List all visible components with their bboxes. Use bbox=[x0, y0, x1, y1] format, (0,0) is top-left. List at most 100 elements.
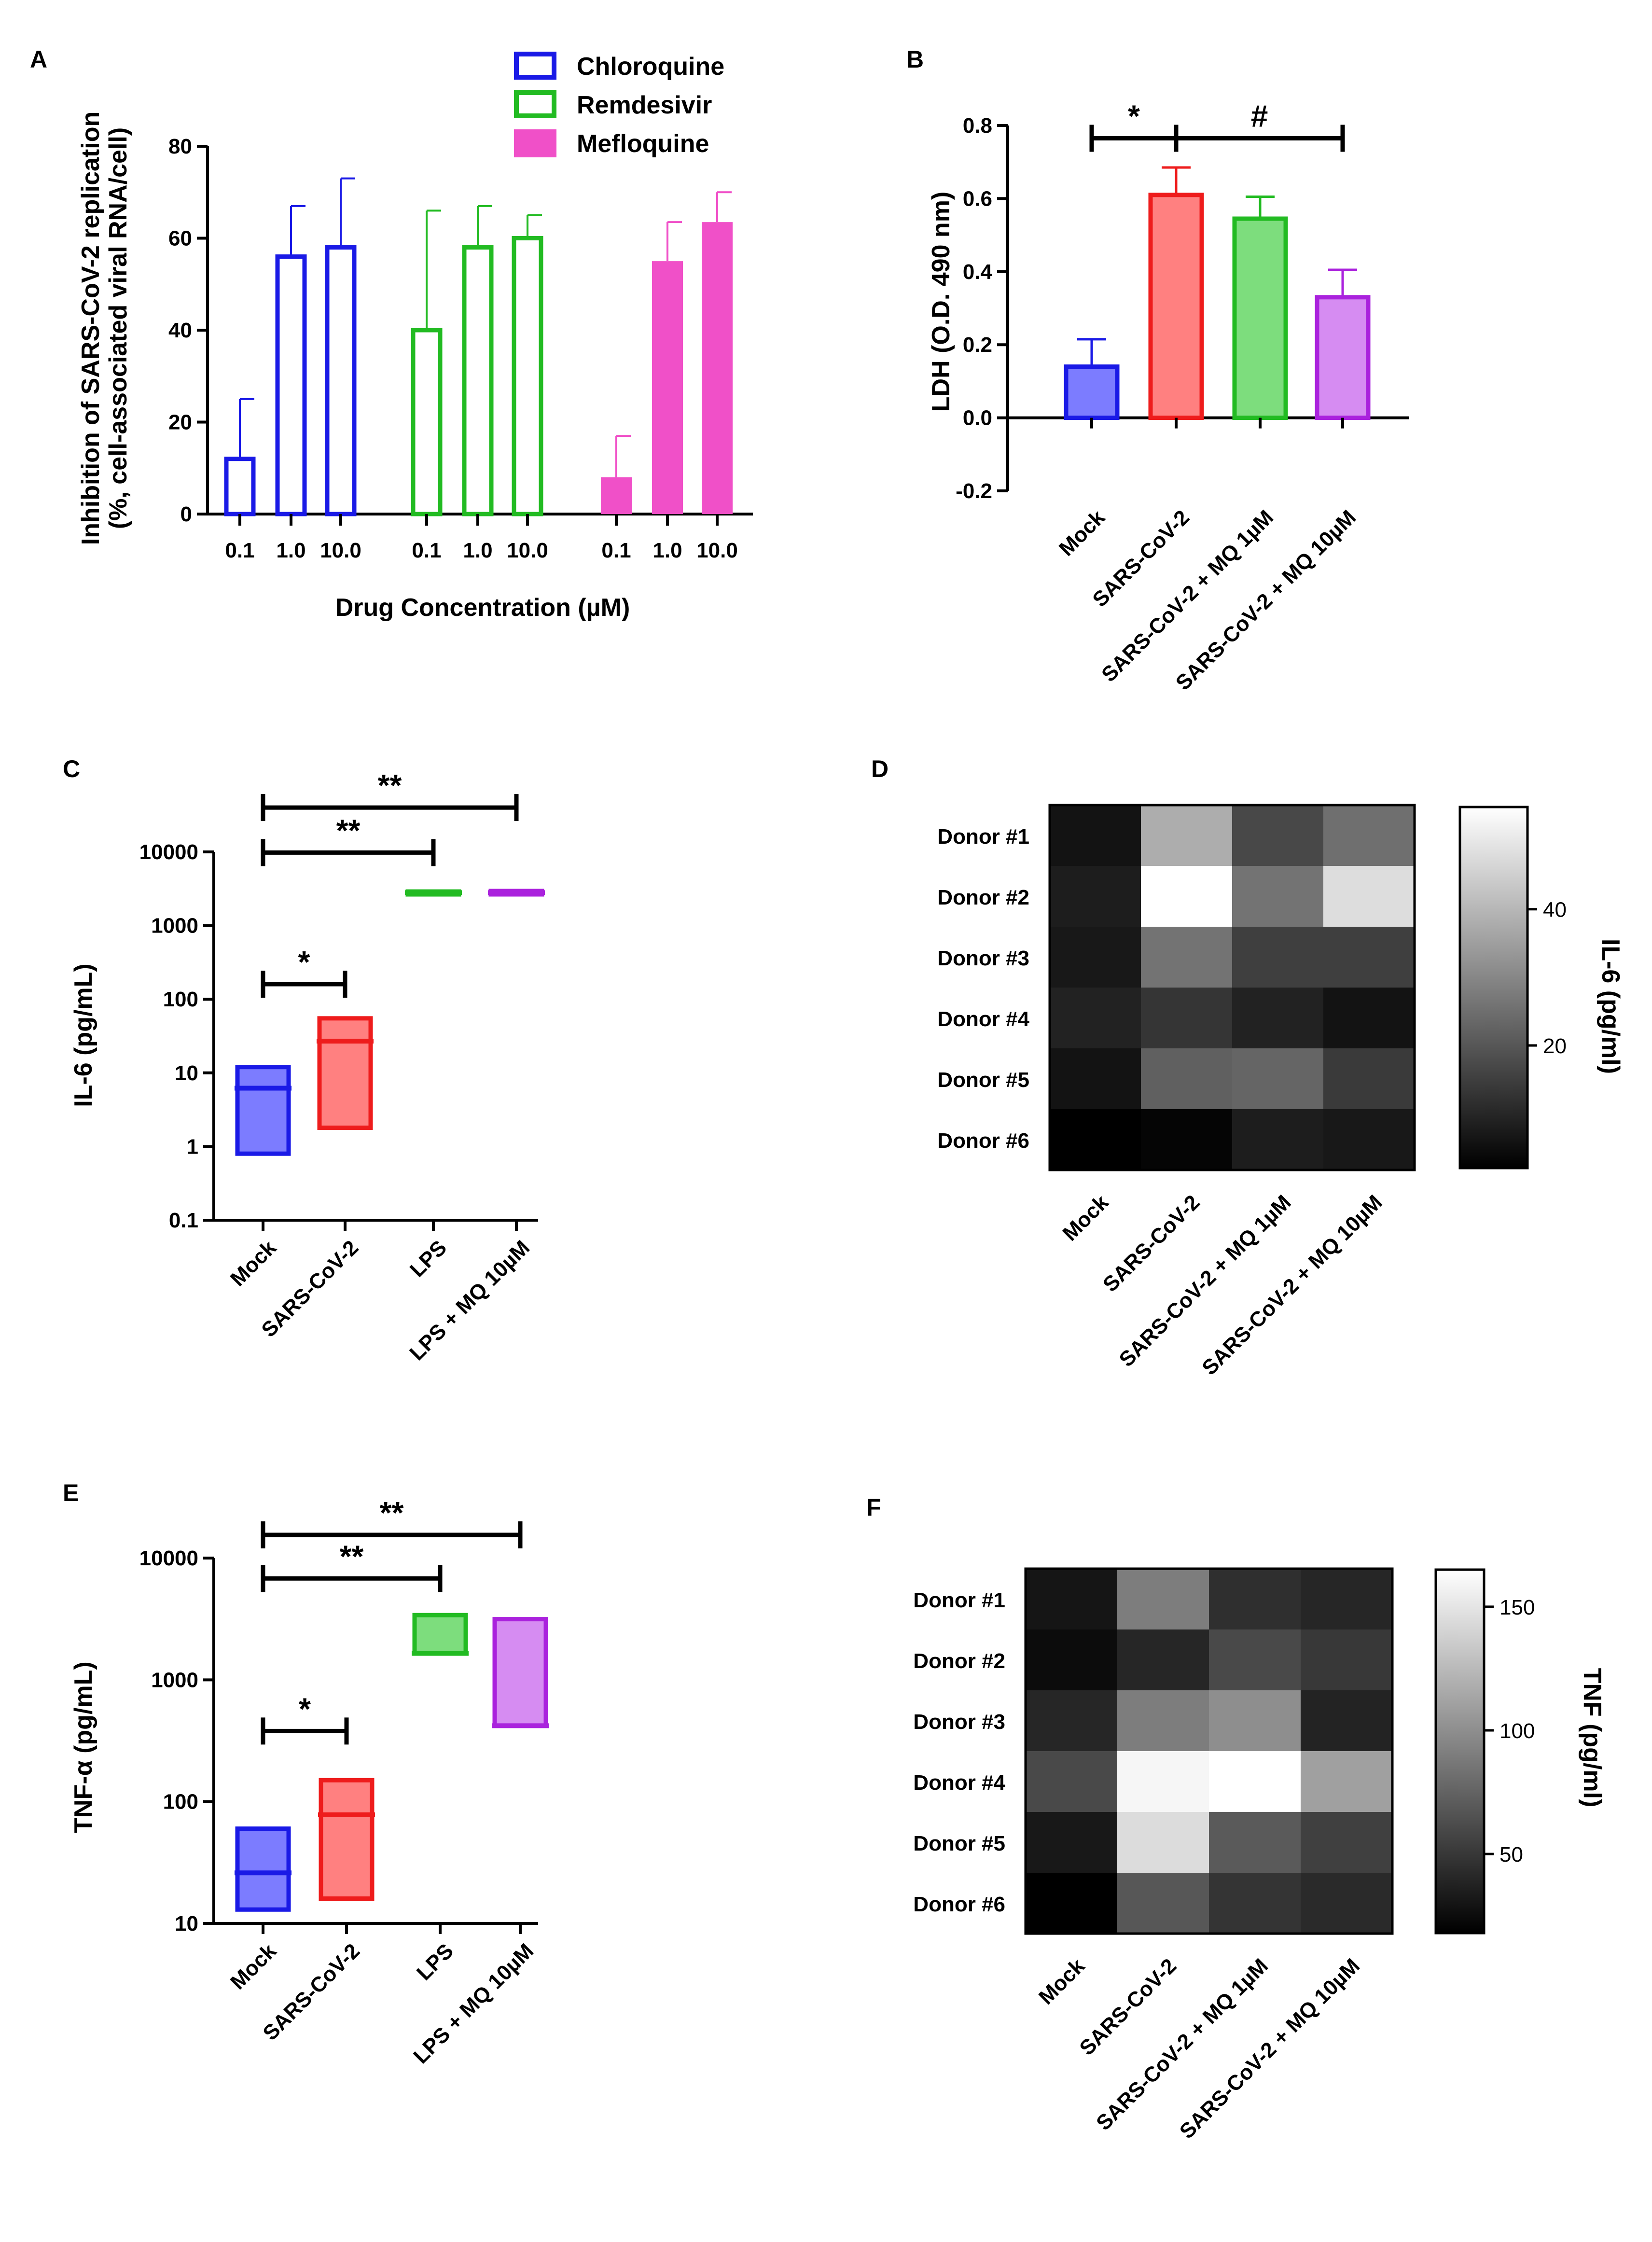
y-tick-label-b: 0.4 bbox=[963, 260, 993, 284]
heatmap-cell bbox=[1209, 1751, 1301, 1812]
chart-d-row-labels: Donor #1 Donor #2 Donor #3 Donor #4 Donor #5… bbox=[937, 825, 1029, 1153]
y-tick-label-c: 100 bbox=[163, 988, 198, 1011]
chart-a-bars bbox=[224, 177, 733, 516]
chart-e-yticks: 10 100 1000 10000 bbox=[139, 1546, 198, 1936]
heatmap-cell bbox=[1141, 805, 1233, 866]
heatmap-cell bbox=[1232, 1048, 1324, 1110]
heatmap-cell bbox=[1026, 1629, 1118, 1691]
bar-0 bbox=[1064, 364, 1120, 420]
x-tick-label: 10.0 bbox=[696, 539, 738, 562]
panel-label-f: F bbox=[866, 1494, 881, 1521]
x-tick-label: 0.1 bbox=[601, 539, 631, 562]
chart-e-axes bbox=[203, 1557, 538, 1925]
x-tick-label: Mock bbox=[226, 1939, 281, 1994]
y-tick-label-e: 100 bbox=[163, 1790, 198, 1814]
chart-c-significance: ***** bbox=[261, 768, 519, 998]
y-tick-label-e: 1000 bbox=[151, 1668, 198, 1692]
bar-chloroquine bbox=[275, 254, 307, 516]
col-label: SARS-CoV-2 + MQ 10µM bbox=[1197, 1190, 1387, 1379]
chart-a-yticks: 0 20 40 60 80 bbox=[168, 135, 192, 526]
col-label: SARS-CoV-2 + MQ 1µM bbox=[1115, 1190, 1296, 1371]
chart-a-legend: Chloroquine Remdesivir Mefloquine bbox=[514, 52, 724, 158]
heatmap-cell bbox=[1323, 805, 1415, 866]
legend-mefloquine-label: Mefloquine bbox=[577, 130, 709, 158]
chart-f-colorbar: 50 100 150 bbox=[1434, 1568, 1535, 1935]
x-tick-label: 0.1 bbox=[412, 539, 441, 562]
chart-d-cells bbox=[1048, 804, 1416, 1171]
y-tick-label-b: 0.6 bbox=[963, 187, 992, 210]
y-tick-label-a: 0 bbox=[180, 502, 192, 526]
heatmap-cell bbox=[1050, 988, 1141, 1049]
chart-f-colorbar-label: TNF (pg/ml) bbox=[1578, 1668, 1606, 1808]
sig-bracket-1-label: ** bbox=[340, 1539, 364, 1574]
heatmap-cell bbox=[1232, 927, 1324, 988]
x-tick-label: LPS bbox=[412, 1939, 458, 1985]
bar-mefloquine bbox=[601, 477, 632, 514]
heatmap-cell bbox=[1301, 1873, 1393, 1934]
sig-bracket-0-label: * bbox=[298, 945, 310, 979]
legend-chloroquine-swatch bbox=[514, 52, 556, 80]
y-tick-label-a: 80 bbox=[168, 135, 192, 158]
row-label: Donor #6 bbox=[937, 1129, 1029, 1153]
heatmap-cell bbox=[1026, 1751, 1118, 1812]
colorbar-tick-label: 50 bbox=[1499, 1843, 1523, 1866]
chart-c-ylabel: IL-6 (pg/mL) bbox=[69, 963, 97, 1107]
range-bar-1 bbox=[319, 1778, 375, 1901]
bar-remdesivir bbox=[462, 245, 494, 516]
y-tick-label-a: 20 bbox=[168, 411, 192, 434]
legend-remdesivir-label: Remdesivir bbox=[577, 91, 712, 119]
y-tick-label-a: 60 bbox=[168, 227, 192, 251]
x-tick-label: 10.0 bbox=[320, 539, 361, 562]
row-label: Donor #2 bbox=[913, 1649, 1005, 1673]
heatmap-cell bbox=[1117, 1629, 1209, 1691]
heatmap-cell bbox=[1323, 927, 1415, 988]
heatmap-cell bbox=[1141, 927, 1233, 988]
bar-chloroquine bbox=[325, 245, 357, 516]
row-label: Donor #6 bbox=[913, 1893, 1005, 1916]
x-tick-label: 1.0 bbox=[276, 539, 305, 562]
chart-a-xlabel: Drug Concentration (µM) bbox=[335, 594, 630, 622]
heatmap-cell bbox=[1301, 1751, 1393, 1812]
heatmap-cell bbox=[1117, 1873, 1209, 1934]
heatmap-cell bbox=[1209, 1569, 1301, 1630]
heatmap-cell bbox=[1141, 1048, 1233, 1110]
range-bar-0 bbox=[235, 1826, 291, 1912]
heatmap-cell bbox=[1209, 1812, 1301, 1873]
row-label: Donor #5 bbox=[937, 1068, 1029, 1092]
y-tick-label-e: 10 bbox=[175, 1912, 198, 1936]
colorbar-tick-label: 100 bbox=[1499, 1719, 1535, 1743]
heatmap-cell bbox=[1209, 1873, 1301, 1934]
heatmap-cell bbox=[1026, 1569, 1118, 1630]
x-tick-label: 1.0 bbox=[652, 539, 682, 562]
sig-bracket-1-label: ** bbox=[336, 813, 361, 848]
colorbar-tick-label: 150 bbox=[1499, 1596, 1535, 1619]
heatmap-cell bbox=[1323, 866, 1415, 927]
sig-bracket-2-label: ** bbox=[378, 768, 402, 803]
colorbar-rect bbox=[1458, 806, 1529, 1170]
row-label: Donor #3 bbox=[937, 947, 1029, 970]
chart-c-axes bbox=[203, 850, 538, 1222]
heatmap-border bbox=[1024, 1567, 1394, 1935]
heatmap-cell bbox=[1232, 1109, 1324, 1170]
row-label: Donor #3 bbox=[913, 1710, 1005, 1734]
row-label: Donor #5 bbox=[913, 1832, 1005, 1855]
panel-label-b: B bbox=[906, 46, 924, 73]
col-label: SARS-CoV-2 bbox=[1075, 1954, 1181, 2060]
heatmap-cell bbox=[1301, 1812, 1393, 1873]
heatmap-cell bbox=[1232, 805, 1324, 866]
chart-b-ylabel: LDH (O.D. 490 nm) bbox=[927, 192, 955, 412]
legend-chloroquine-label: Chloroquine bbox=[577, 53, 724, 81]
y-tick-label-c: 0.1 bbox=[169, 1209, 198, 1232]
y-tick-label-c: 10000 bbox=[139, 840, 198, 864]
chart-a-ylabel-1: Inhibition of SARS-CoV-2 replication bbox=[77, 111, 105, 545]
heatmap-cell bbox=[1117, 1690, 1209, 1752]
bar-3 bbox=[1315, 295, 1371, 420]
bar-remdesivir bbox=[411, 328, 443, 516]
x-tick-label: LPS bbox=[405, 1236, 451, 1281]
